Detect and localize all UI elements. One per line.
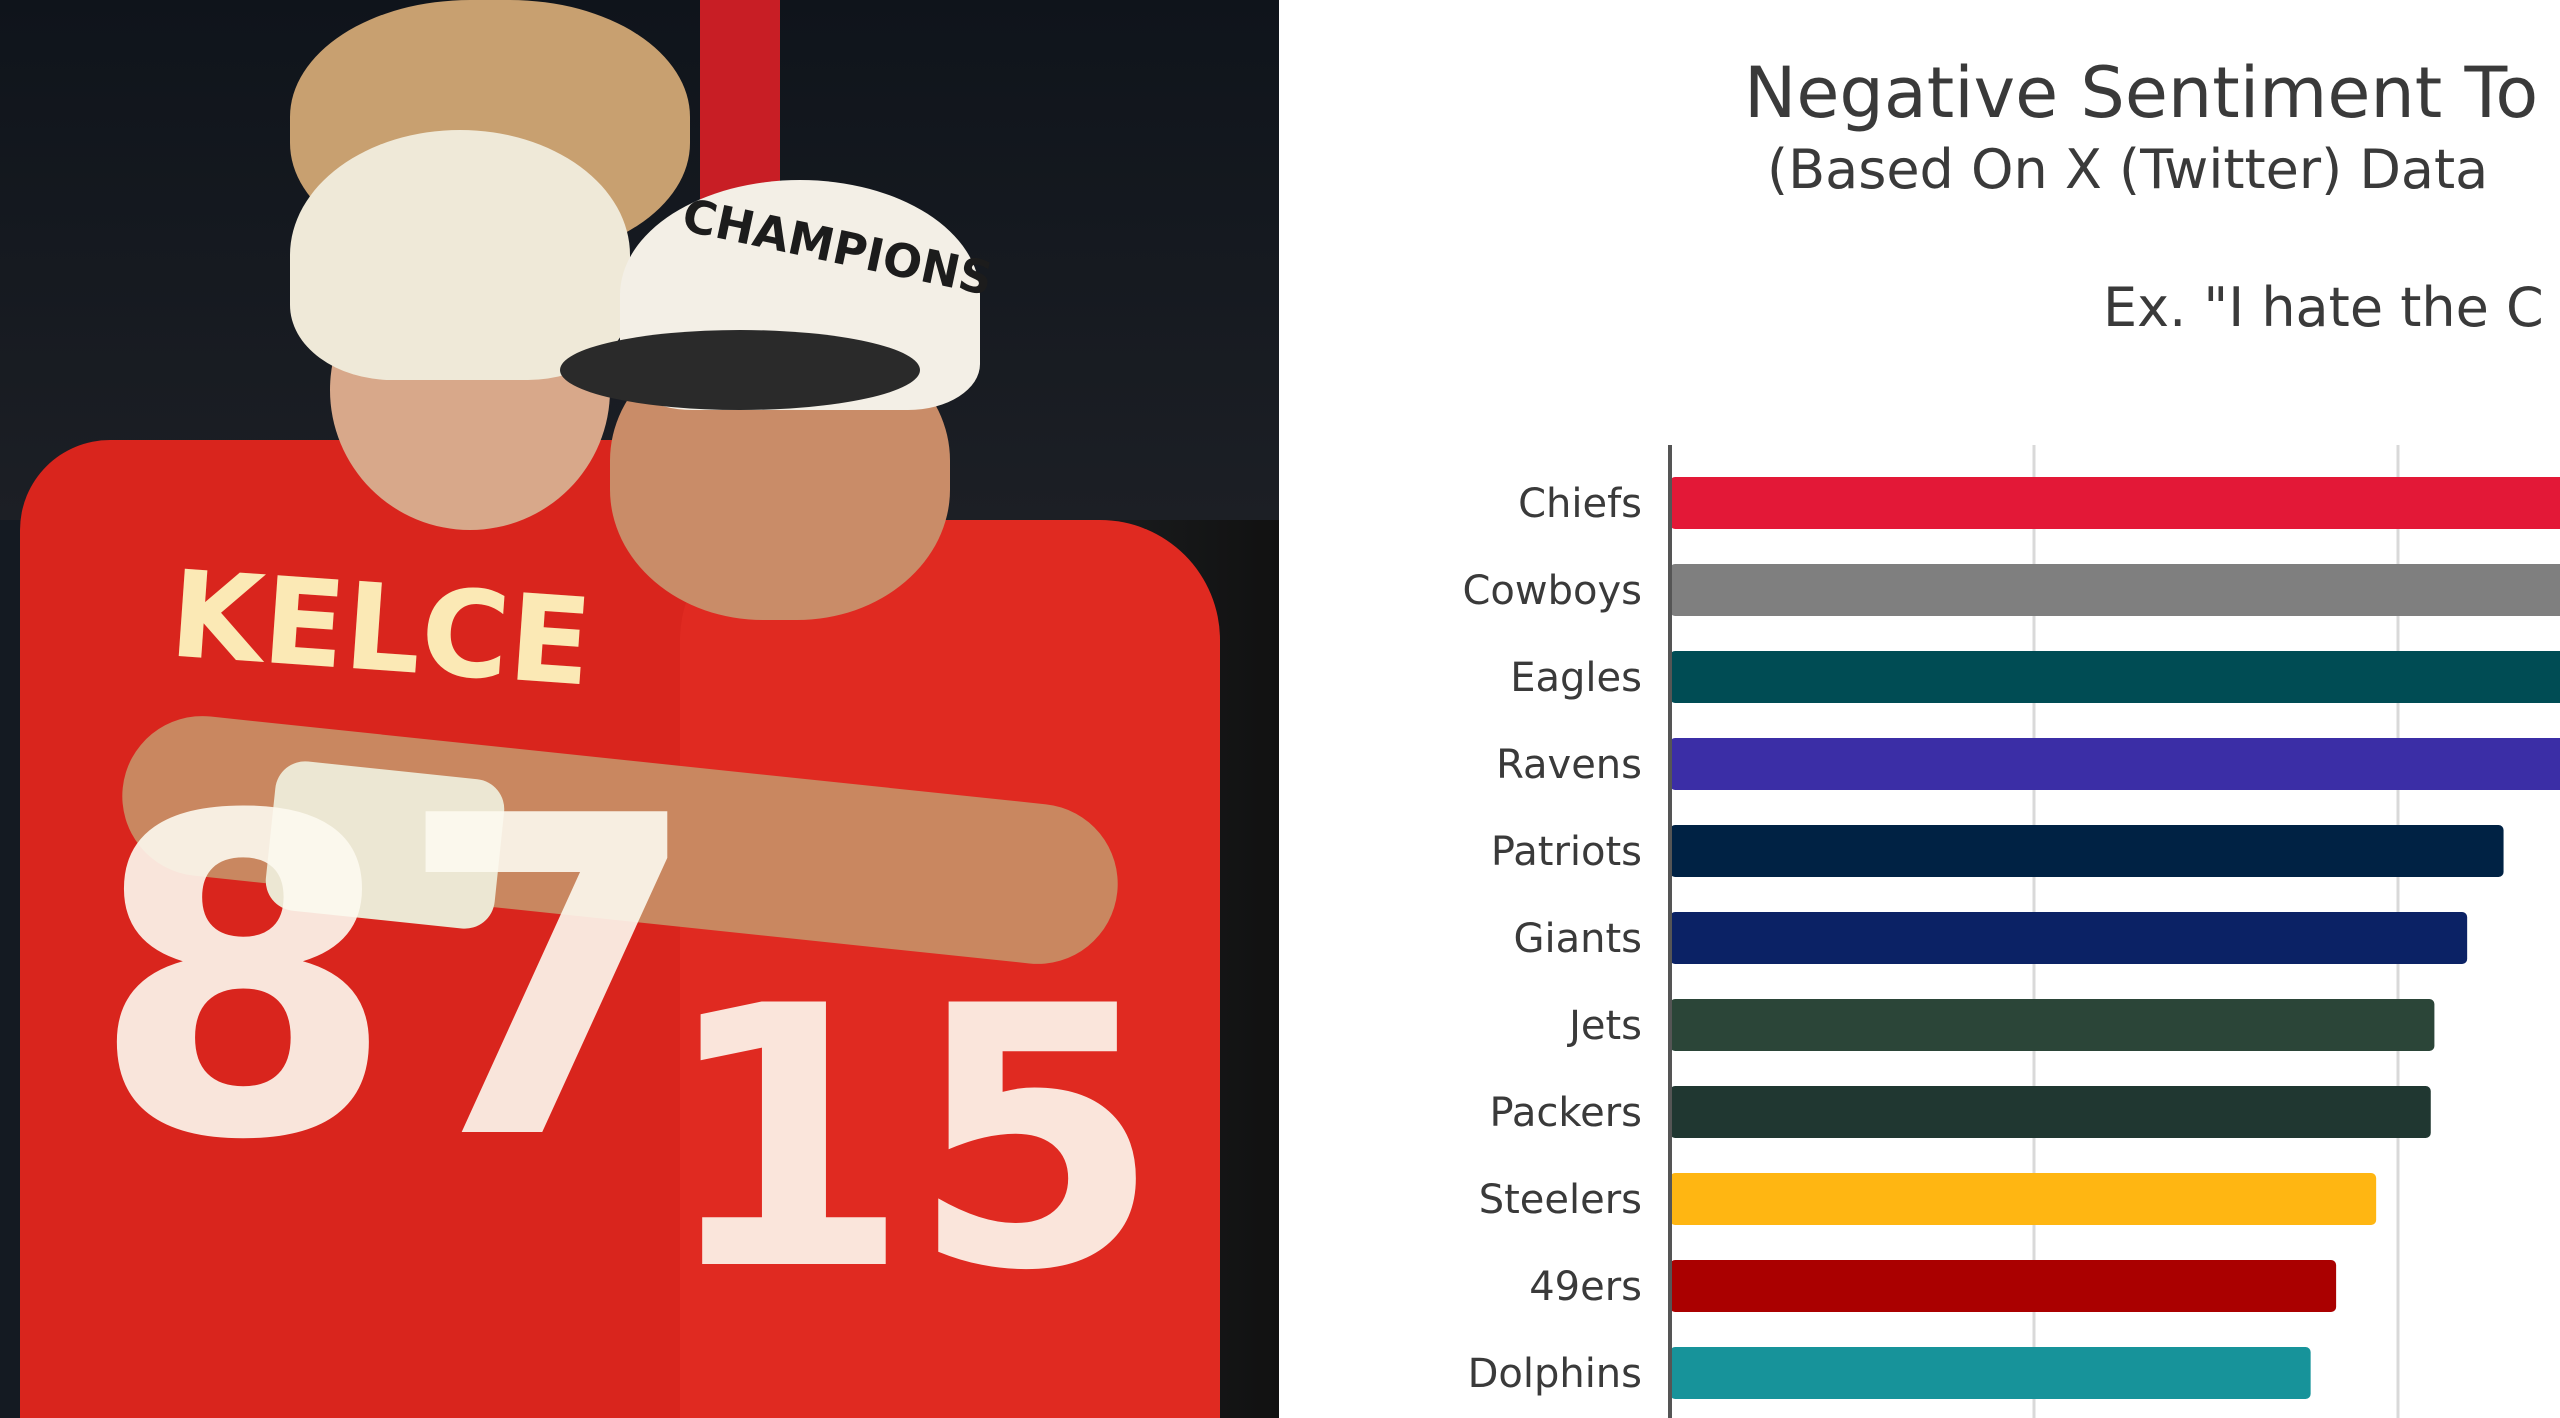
category-label: Eagles — [1510, 655, 1642, 701]
category-label: Chiefs — [1518, 481, 1642, 527]
jersey-name-text: KELCE — [165, 545, 596, 714]
category-label: Ravens — [1496, 742, 1642, 788]
category-label: Dolphins — [1468, 1351, 1642, 1397]
jersey-number-left: 87 — [90, 724, 703, 1236]
bar-eagles — [1670, 651, 2560, 703]
bar-patriots — [1670, 825, 2504, 877]
bar-dolphins — [1670, 1347, 2311, 1399]
bar-ravens — [1670, 738, 2560, 790]
category-label: 49ers — [1529, 1264, 1642, 1310]
bar-cowboys — [1670, 564, 2560, 616]
category-label: Packers — [1490, 1090, 1642, 1136]
bar-giants — [1670, 912, 2468, 964]
kelce-cap — [290, 130, 630, 380]
jersey-number-right: 15 — [660, 930, 1161, 1349]
chart-subtitle: (Based On X (Twitter) Data — [1767, 138, 2489, 201]
players-photo: KELCE 87 15 CHAMPIONS — [0, 0, 1279, 1418]
category-label: Steelers — [1479, 1177, 1642, 1223]
bar-steelers — [1670, 1173, 2377, 1225]
chart-annotation: Ex. "I hate the C — [2103, 276, 2544, 339]
bar-chart: Chiefs Cowboys Eagles Ravens Patriots Giants J… — [1463, 445, 2560, 1418]
bar-49ers — [1670, 1260, 2337, 1312]
category-label: Patriots — [1491, 829, 1642, 875]
mahomes-jersey — [680, 520, 1220, 1418]
chart-panel: Negative Sentiment To (Based On X (Twitt… — [1279, 0, 2560, 1418]
bar-jets — [1670, 999, 2435, 1051]
category-label: Cowboys — [1463, 568, 1643, 614]
category-label: Jets — [1566, 1003, 1642, 1049]
chart-title: Negative Sentiment To — [1744, 52, 2539, 134]
bar-chiefs — [1670, 477, 2560, 529]
category-label: Giants — [1514, 916, 1643, 962]
bar-packers — [1670, 1086, 2431, 1138]
mahomes-cap-brim — [560, 330, 920, 410]
